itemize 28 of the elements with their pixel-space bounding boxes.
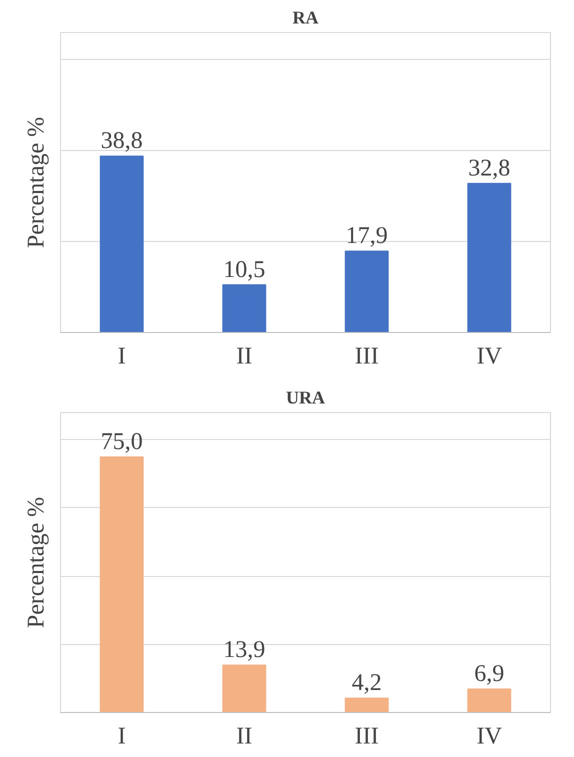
- data-label: 75,0: [100, 428, 143, 455]
- x-tick-label: III: [354, 344, 379, 370]
- bar: [222, 664, 266, 712]
- x-tick-label: II: [236, 344, 252, 370]
- bar: [467, 182, 512, 332]
- data-label: 13,9: [223, 637, 266, 664]
- y-axis-title: Percentage %: [24, 116, 50, 248]
- x-tick-label: IV: [476, 344, 503, 370]
- data-label: 10,5: [223, 256, 266, 283]
- y-axis-title: Percentage %: [24, 496, 50, 628]
- chart-title: URA: [286, 388, 325, 408]
- x-tick-label: IV: [476, 724, 503, 750]
- x-tick-label: I: [118, 724, 126, 750]
- x-tick-label: II: [236, 724, 252, 750]
- bar: [467, 688, 512, 712]
- data-label: 6,9: [474, 660, 504, 687]
- data-label: 4,2: [352, 670, 382, 696]
- bar: [100, 456, 144, 712]
- bar: [344, 698, 389, 712]
- chart-title: RA: [292, 8, 318, 28]
- bar: [222, 284, 266, 332]
- data-label: 38,8: [100, 128, 143, 154]
- bar: [344, 250, 389, 332]
- data-label: 17,9: [346, 223, 388, 250]
- data-label: 32,8: [468, 155, 510, 182]
- bar: [100, 156, 144, 332]
- x-tick-label: III: [354, 724, 379, 750]
- x-tick-label: I: [118, 344, 126, 370]
